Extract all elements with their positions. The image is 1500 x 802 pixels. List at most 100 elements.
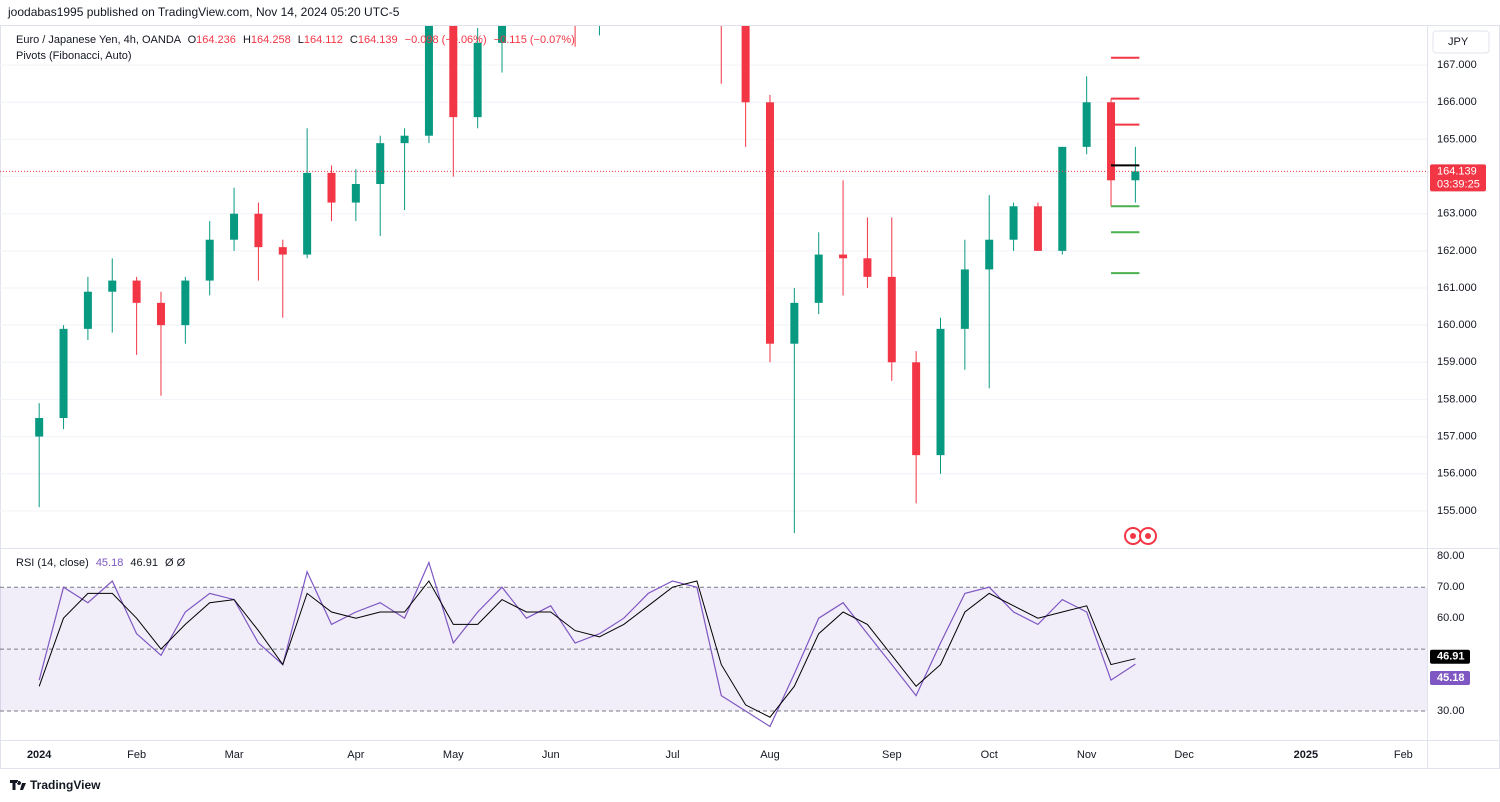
y-tick-label: 163.000 — [1437, 208, 1477, 220]
y-tick-label: 156.000 — [1437, 468, 1477, 480]
ohlc-value: 164.112 — [304, 34, 343, 46]
candle-body — [498, 26, 507, 43]
ohlc-label: L — [298, 34, 304, 46]
candle-body — [351, 184, 360, 203]
rsi-legend: RSI (14, close) 45.18 46.91 Ø Ø — [16, 557, 186, 569]
x-tick-label: Aug — [760, 749, 780, 761]
candle-body — [1058, 146, 1067, 251]
candle-body — [595, 0, 603, 17]
y-tick-label: 166.000 — [1437, 96, 1477, 108]
value-tag-label: 46.91 — [1437, 651, 1465, 663]
last-price-label: 164.139 — [1437, 165, 1477, 177]
x-tick-label: Feb — [127, 749, 146, 761]
candle-body — [1009, 206, 1018, 240]
candle-body — [254, 213, 263, 248]
candle-body — [181, 280, 190, 326]
rsi-band — [0, 587, 1427, 712]
x-tick-label: Jun — [542, 749, 560, 761]
y-tick-label: 160.000 — [1437, 319, 1477, 331]
ohlc-value: 164.236 — [196, 34, 236, 46]
x-tick-label: Jul — [666, 749, 680, 761]
value-tag — [1430, 649, 1470, 664]
candle-body — [887, 276, 896, 363]
y-tick-label: 60.00 — [1437, 612, 1465, 624]
y-tick-label: 80.00 — [1437, 550, 1465, 562]
ohlc-label: H — [243, 34, 251, 46]
y-tick-label: 165.000 — [1437, 133, 1477, 145]
y-tick-label: 70.00 — [1437, 581, 1465, 593]
candle-body — [863, 258, 872, 277]
y-tick-label: 158.000 — [1437, 393, 1477, 405]
candle-body — [571, 0, 579, 17]
event-dot — [1145, 533, 1151, 539]
candle-body — [205, 239, 214, 281]
price-grid — [0, 64, 1427, 512]
rsi-value: 45.18 — [96, 557, 124, 569]
ohlc-label: O — [188, 34, 197, 46]
x-tick-label: Oct — [981, 749, 998, 761]
candle-body — [59, 328, 68, 418]
candle-body — [156, 302, 165, 326]
rsi-line — [38, 580, 1136, 718]
candle-body — [473, 42, 482, 118]
candle-body — [1131, 171, 1140, 181]
candle-body — [985, 239, 994, 270]
candle-body — [790, 302, 799, 344]
y-tick-label: 157.000 — [1437, 430, 1477, 442]
legend-line: Euro / Japanese Yen, 4h, OANDA O164.236 … — [16, 34, 575, 46]
price-pane — [0, 0, 1427, 534]
candle-body — [1107, 102, 1116, 181]
candle-body — [83, 291, 92, 329]
event-dot — [1130, 533, 1136, 539]
y-tick-label: 167.000 — [1437, 59, 1477, 71]
candle-body — [303, 172, 312, 255]
ohlc-label: C — [350, 34, 358, 46]
y-tick-label: 159.000 — [1437, 356, 1477, 368]
currency: JPY — [1448, 36, 1469, 48]
rsi-ma-value: 46.91 — [130, 557, 158, 569]
ohlc-value: 164.258 — [251, 34, 291, 46]
x-tick-label: 2025 — [1294, 749, 1318, 761]
x-tick-label: 2024 — [27, 749, 52, 761]
candle-body — [912, 362, 921, 456]
indicator-label: Pivots (Fibonacci, Auto) — [16, 50, 132, 62]
candle-body — [35, 418, 44, 437]
x-tick-label: Dec — [1174, 749, 1194, 761]
candle-body — [765, 102, 774, 344]
y-tick-label: 155.000 — [1437, 505, 1477, 517]
currency-box[interactable] — [1432, 30, 1490, 54]
x-tick-label: May — [443, 749, 464, 761]
rsi-background — [0, 586, 1427, 712]
published-line: joodabas1995 published on TradingView.co… — [7, 5, 400, 19]
candle-body — [717, 0, 725, 9]
candle-body — [424, 26, 433, 136]
x-tick-label: Sep — [882, 749, 902, 761]
candle-body — [936, 328, 945, 456]
value-tag — [1430, 671, 1470, 686]
footer: TradingView — [30, 778, 101, 792]
candle-body — [839, 254, 848, 259]
ohlc-value: 164.139 — [358, 34, 398, 46]
symbol: Euro / Japanese Yen, 4h, OANDA — [16, 34, 182, 46]
axes: 2024 Feb Mar Apr May Jun Jul Aug Sep Oct Nov Dec 202… — [27, 59, 1486, 761]
rsi-title: RSI (14, close) — [16, 557, 89, 569]
candle-body — [960, 269, 969, 329]
countdown: 03:39:25 — [1437, 178, 1480, 190]
y-tick-label: 161.000 — [1437, 282, 1477, 294]
candle-body — [278, 247, 287, 255]
x-tick-label: Feb — [1394, 749, 1413, 761]
change: −0.098 (−0.06%) — [405, 34, 487, 46]
candle-body — [376, 143, 385, 184]
candle-body — [400, 135, 409, 144]
tv-logo — [10, 780, 26, 790]
candle-body — [327, 172, 336, 203]
rsi-flags: Ø Ø — [165, 557, 186, 569]
candle-body — [132, 280, 141, 303]
candle-body — [1033, 206, 1042, 251]
candle-body — [1082, 102, 1091, 147]
last-price-tag — [1430, 164, 1486, 192]
candle-body — [814, 254, 823, 303]
x-tick-label: Nov — [1077, 749, 1097, 761]
